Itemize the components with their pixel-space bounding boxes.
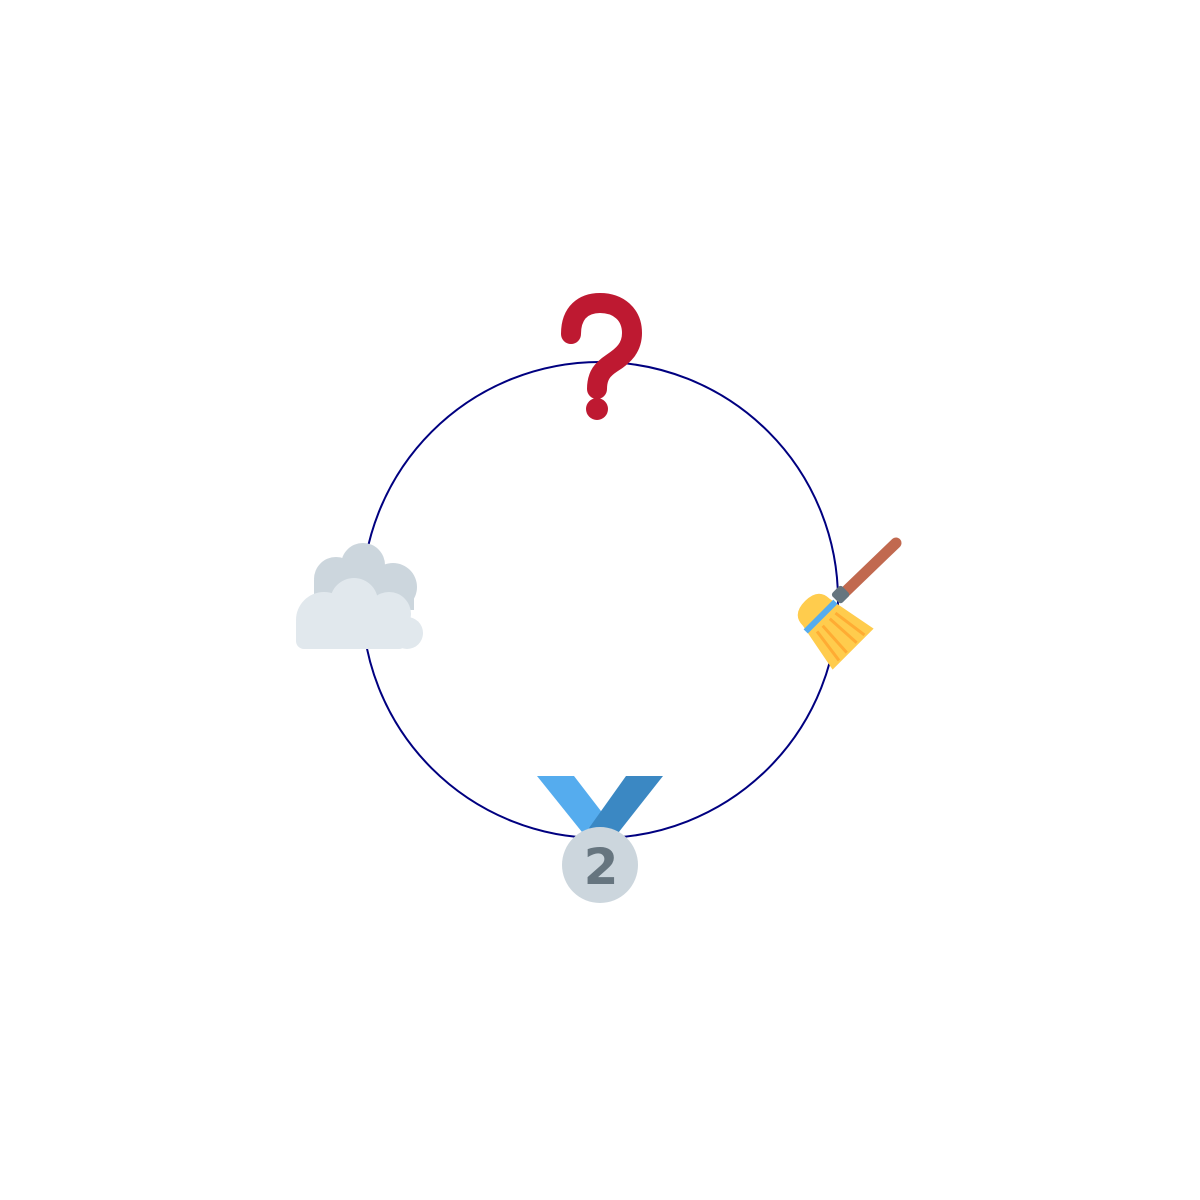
- medal-number: 2: [584, 838, 619, 896]
- second-place-medal-icon: 2: [537, 776, 663, 903]
- broom-icon: [797, 537, 902, 670]
- question-mark-icon: [561, 293, 642, 420]
- cloud-icon: [296, 543, 423, 649]
- cycle-ring: [361, 361, 839, 839]
